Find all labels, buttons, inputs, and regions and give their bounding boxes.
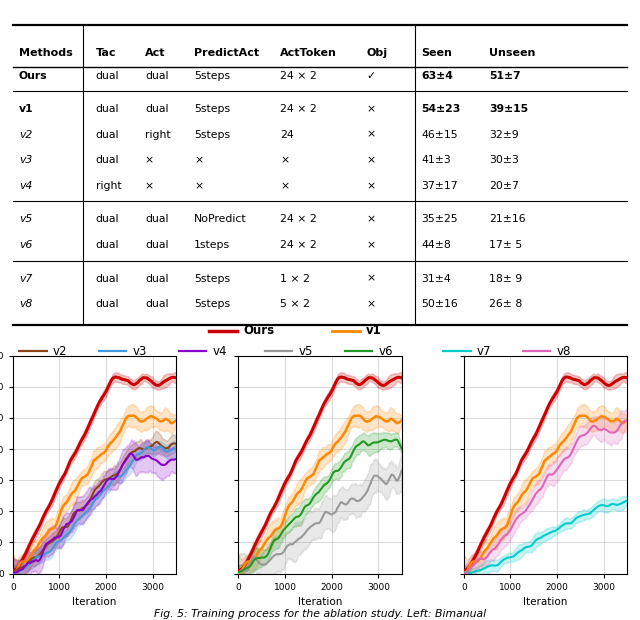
Text: Act: Act bbox=[145, 48, 165, 58]
Text: 24: 24 bbox=[280, 130, 294, 140]
Text: right: right bbox=[96, 181, 122, 191]
Text: right: right bbox=[145, 130, 170, 140]
Text: ×: × bbox=[366, 215, 375, 224]
Text: ×: × bbox=[145, 156, 154, 166]
Text: v8: v8 bbox=[19, 299, 32, 309]
Text: 51±7: 51±7 bbox=[489, 71, 520, 81]
Text: 32±9: 32±9 bbox=[489, 130, 518, 140]
Text: dual: dual bbox=[145, 71, 168, 81]
Text: ×: × bbox=[194, 156, 203, 166]
Text: v3: v3 bbox=[132, 345, 147, 358]
Text: Fig. 5: Training process for the ablation study. Left: Bimanual: Fig. 5: Training process for the ablatio… bbox=[154, 609, 486, 619]
Text: 17± 5: 17± 5 bbox=[489, 240, 522, 250]
Text: Methods: Methods bbox=[19, 48, 73, 58]
Text: Ours: Ours bbox=[243, 324, 275, 337]
Text: 35±25: 35±25 bbox=[421, 215, 458, 224]
Text: v2: v2 bbox=[19, 130, 32, 140]
Text: v1: v1 bbox=[366, 324, 382, 337]
Text: dual: dual bbox=[96, 130, 119, 140]
Text: 24 × 2: 24 × 2 bbox=[280, 215, 317, 224]
Text: dual: dual bbox=[145, 273, 168, 283]
Text: ×: × bbox=[194, 181, 203, 191]
Text: 20±7: 20±7 bbox=[489, 181, 519, 191]
Text: 30±3: 30±3 bbox=[489, 156, 519, 166]
Text: 24 × 2: 24 × 2 bbox=[280, 71, 317, 81]
Text: ×: × bbox=[366, 240, 375, 250]
Text: 50±16: 50±16 bbox=[421, 299, 458, 309]
Text: 5steps: 5steps bbox=[194, 299, 230, 309]
Text: v1: v1 bbox=[19, 104, 33, 114]
Text: v4: v4 bbox=[212, 345, 227, 358]
Text: 5steps: 5steps bbox=[194, 71, 230, 81]
Text: dual: dual bbox=[96, 215, 119, 224]
X-axis label: Iteration: Iteration bbox=[72, 597, 116, 607]
X-axis label: Iteration: Iteration bbox=[524, 597, 568, 607]
Text: ×: × bbox=[366, 104, 375, 114]
Text: dual: dual bbox=[96, 156, 119, 166]
Text: 31±4: 31±4 bbox=[421, 273, 451, 283]
Text: Obj: Obj bbox=[366, 48, 387, 58]
Text: ×: × bbox=[366, 156, 375, 166]
Text: ×: × bbox=[280, 156, 289, 166]
Text: ×: × bbox=[366, 273, 375, 283]
Text: Ours: Ours bbox=[19, 71, 47, 81]
Text: 18± 9: 18± 9 bbox=[489, 273, 522, 283]
Text: ×: × bbox=[366, 299, 375, 309]
Text: 5 × 2: 5 × 2 bbox=[280, 299, 310, 309]
Text: 41±3: 41±3 bbox=[421, 156, 451, 166]
Text: NoPredict: NoPredict bbox=[194, 215, 246, 224]
Text: 1 × 2: 1 × 2 bbox=[280, 273, 310, 283]
Text: 1steps: 1steps bbox=[194, 240, 230, 250]
Text: dual: dual bbox=[145, 104, 168, 114]
Text: 24 × 2: 24 × 2 bbox=[280, 104, 317, 114]
Text: v8: v8 bbox=[557, 345, 571, 358]
Text: 63±4: 63±4 bbox=[421, 71, 453, 81]
Text: ×: × bbox=[145, 181, 154, 191]
Text: 26± 8: 26± 8 bbox=[489, 299, 522, 309]
Text: dual: dual bbox=[145, 299, 168, 309]
Text: v7: v7 bbox=[19, 273, 32, 283]
Text: 21±16: 21±16 bbox=[489, 215, 525, 224]
Text: 46±15: 46±15 bbox=[421, 130, 458, 140]
Text: v6: v6 bbox=[378, 345, 393, 358]
Text: ×: × bbox=[366, 181, 375, 191]
Text: 54±23: 54±23 bbox=[421, 104, 461, 114]
Text: v3: v3 bbox=[19, 156, 32, 166]
Text: dual: dual bbox=[145, 240, 168, 250]
Text: v2: v2 bbox=[52, 345, 67, 358]
Text: 5steps: 5steps bbox=[194, 130, 230, 140]
Text: 5steps: 5steps bbox=[194, 273, 230, 283]
Text: dual: dual bbox=[96, 71, 119, 81]
Text: v7: v7 bbox=[477, 345, 491, 358]
Text: Seen: Seen bbox=[421, 48, 452, 58]
Text: Unseen: Unseen bbox=[489, 48, 535, 58]
Text: dual: dual bbox=[145, 215, 168, 224]
Text: ×: × bbox=[366, 130, 375, 140]
Text: v6: v6 bbox=[19, 240, 32, 250]
Text: dual: dual bbox=[96, 104, 119, 114]
Text: v5: v5 bbox=[298, 345, 313, 358]
Text: ×: × bbox=[280, 181, 289, 191]
Text: v4: v4 bbox=[19, 181, 32, 191]
Text: Tac: Tac bbox=[96, 48, 116, 58]
Text: 37±17: 37±17 bbox=[421, 181, 458, 191]
Text: dual: dual bbox=[96, 240, 119, 250]
Text: 24 × 2: 24 × 2 bbox=[280, 240, 317, 250]
Text: ✓: ✓ bbox=[366, 71, 375, 81]
Text: ActToken: ActToken bbox=[280, 48, 337, 58]
Text: 39±15: 39±15 bbox=[489, 104, 528, 114]
X-axis label: Iteration: Iteration bbox=[298, 597, 342, 607]
Text: PredictAct: PredictAct bbox=[194, 48, 259, 58]
Text: 5steps: 5steps bbox=[194, 104, 230, 114]
Text: v5: v5 bbox=[19, 215, 32, 224]
Text: 44±8: 44±8 bbox=[421, 240, 451, 250]
Text: dual: dual bbox=[96, 273, 119, 283]
Text: dual: dual bbox=[96, 299, 119, 309]
